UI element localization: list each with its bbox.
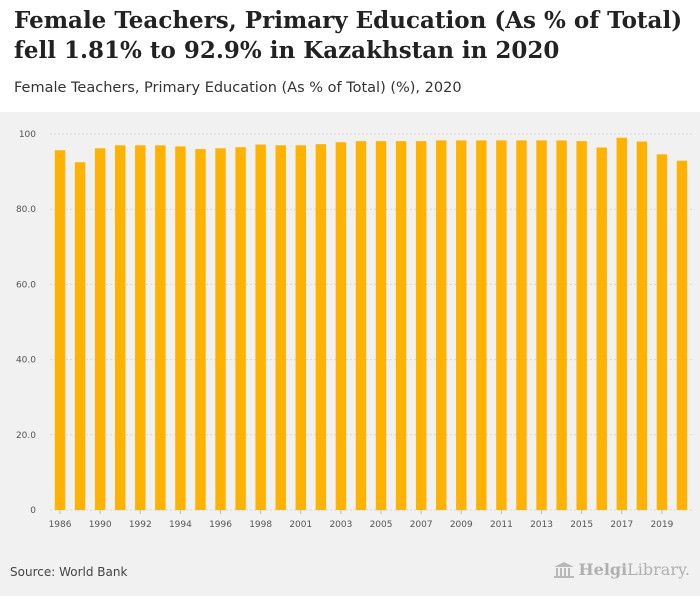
x-tick-label: 1996 [209, 520, 232, 530]
x-tick-label: 2011 [490, 520, 513, 530]
bar [315, 144, 327, 510]
bar [456, 140, 467, 510]
page-title: Female Teachers, Primary Education (As %… [14, 6, 694, 66]
bar [375, 141, 387, 511]
x-tick-label: 1994 [169, 520, 192, 530]
x-tick-label: 2013 [530, 520, 553, 530]
bar [656, 154, 668, 510]
chart-subtitle: Female Teachers, Primary Education (As %… [14, 80, 462, 96]
bar [576, 141, 587, 511]
bar [616, 137, 627, 510]
bar [556, 140, 567, 510]
y-tick-label: 80.0 [16, 205, 36, 215]
bar [295, 145, 306, 510]
x-tick-label: 1998 [249, 520, 272, 530]
x-tick-label: 2001 [289, 520, 312, 530]
x-tick-label: 2019 [650, 520, 673, 530]
logo-text: HelgiLibrary. [579, 560, 690, 579]
bar [516, 140, 527, 510]
bar [215, 148, 226, 510]
x-tick-label: 1990 [89, 520, 112, 530]
y-tick-label: 20.0 [16, 431, 36, 441]
bar [94, 148, 106, 510]
bar [415, 141, 427, 511]
chart-area: 0 20.0 40.0 60.0 80.0 100 1986 1990 1992 1994 1996… [0, 112, 700, 596]
bar [636, 141, 648, 510]
title-line-1: Female Teachers, Primary Education (As %… [14, 7, 683, 34]
bar [436, 140, 447, 510]
bar [195, 149, 206, 510]
bar [596, 147, 607, 510]
bar [115, 145, 126, 510]
bar [335, 142, 347, 510]
bar [676, 160, 688, 511]
bar [355, 141, 367, 511]
bar [496, 140, 507, 510]
logo-text-rest: Library. [627, 560, 690, 579]
x-tick-label: 2007 [410, 520, 433, 530]
bar [235, 147, 246, 510]
helgi-library-logo[interactable]: HelgiLibrary. [553, 560, 690, 579]
bar [476, 140, 487, 510]
bar [536, 140, 547, 510]
bar [275, 145, 286, 510]
logo-text-bold: Helgi [578, 560, 628, 579]
bar-chart: 0 20.0 40.0 60.0 80.0 100 1986 1990 1992 1994 1996… [16, 130, 692, 530]
x-tick-label: 2003 [329, 520, 352, 530]
y-tick-label: 100 [19, 130, 36, 140]
x-tick-label: 2009 [450, 520, 473, 530]
y-tick-label: 40.0 [16, 356, 36, 366]
x-tick-label: 2005 [370, 520, 393, 530]
bar [155, 145, 166, 510]
source-note: Source: World Bank [10, 565, 128, 579]
x-tick-label: 1992 [129, 520, 152, 530]
bar [54, 150, 66, 510]
title-line-2: fell 1.81% to 92.9% in Kazakhstan in 202… [14, 37, 560, 64]
y-tick-label: 0 [30, 506, 36, 516]
bar [74, 162, 86, 510]
x-tick-label: 1986 [49, 520, 72, 530]
x-tick-label: 2017 [610, 520, 633, 530]
bar [175, 146, 186, 510]
bar [255, 144, 266, 510]
bar [135, 145, 146, 510]
library-building-icon [553, 561, 574, 578]
x-tick-label: 2015 [570, 520, 593, 530]
header: Female Teachers, Primary Education (As %… [0, 0, 700, 112]
bar [395, 141, 407, 511]
y-tick-label: 60.0 [16, 280, 36, 290]
